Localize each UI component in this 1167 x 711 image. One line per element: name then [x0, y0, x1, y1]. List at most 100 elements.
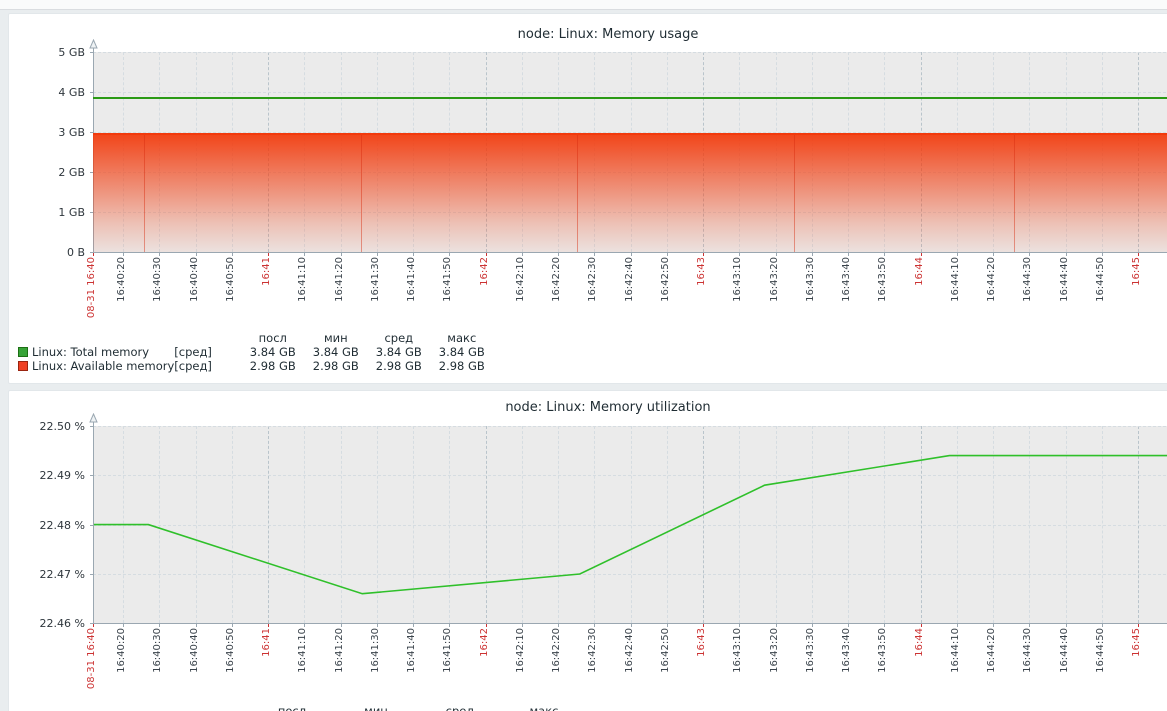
x-axis-tick — [1065, 253, 1067, 256]
series-memory-utilization-line — [94, 454, 1167, 595]
legend-header: макс — [447, 331, 477, 345]
gridline-vertical — [848, 426, 849, 624]
legend-value: 3.84 GB — [312, 345, 359, 359]
x-axis-tick — [376, 253, 378, 256]
x-axis-tick — [884, 624, 886, 628]
gridline-vertical — [1101, 426, 1103, 624]
x-axis-tick — [1101, 624, 1103, 628]
x-axis-tick — [376, 624, 378, 628]
x-axis-tick — [485, 253, 487, 256]
x-axis-tick — [340, 253, 342, 256]
x-axis-tick — [123, 253, 124, 256]
y-axis-tick — [90, 132, 93, 133]
x-axis-tick — [630, 253, 632, 256]
y-axis-label: 22.50 % — [39, 420, 85, 433]
legend-header: сред — [384, 331, 414, 345]
y-axis-tick — [90, 475, 93, 477]
x-axis-tick — [775, 253, 777, 256]
legend-row: Linux: Total memory [сред] 3.84 GB 3.84 GB 3… — [18, 345, 493, 359]
area-seam-line — [144, 134, 145, 252]
legend-series-name: Linux: Available memory — [32, 359, 175, 373]
x-axis-tick — [159, 624, 161, 628]
x-axis-label: 16:42 — [478, 257, 490, 286]
x-axis-tick — [811, 624, 813, 628]
x-axis-label: 16:40:40 — [188, 257, 200, 302]
graph-canvas-memory-usage: 5 GB 4 GB 3 GB 2 GB 1 GB 0 B 08-31 16:40 16:40:… — [9, 14, 1167, 383]
x-axis-tick — [195, 253, 197, 256]
legend-value: 2.98 GB — [375, 359, 422, 373]
y-axis-tick — [90, 212, 93, 213]
x-axis-line — [93, 252, 1167, 253]
gridline-vertical — [304, 426, 306, 624]
y-axis-tick — [90, 524, 93, 526]
series-total-memory-line — [93, 97, 1167, 100]
x-axis-tick — [884, 253, 886, 256]
graph-canvas-memory-utilization: 22.50 % 22.49 % 22.48 % 22.47 % 22.46 % 08-31… — [9, 391, 1167, 711]
x-axis-tick — [195, 624, 197, 628]
plot-area[interactable] — [93, 426, 1167, 624]
gridline-horizontal — [93, 524, 1167, 526]
graph-legend: посл мин сред макс — [18, 704, 586, 711]
area-seam-line — [1014, 134, 1015, 252]
x-axis-tick — [1029, 624, 1031, 628]
gridline-vertical — [775, 426, 777, 624]
x-axis-label: 16:41 — [261, 257, 272, 286]
x-axis-tick — [666, 253, 668, 256]
x-axis-tick — [811, 253, 813, 256]
legend-value: 3.84 GB — [375, 345, 422, 359]
x-axis-label: 16:43:50 — [877, 257, 889, 302]
y-axis-label: 0 B — [66, 246, 85, 259]
x-axis-tick — [1138, 253, 1139, 256]
y-axis-tick — [90, 623, 93, 625]
y-axis-label: 3 GB — [58, 126, 85, 139]
x-axis-label: 16:42:40 — [623, 257, 635, 302]
gridline-horizontal — [93, 475, 1167, 477]
x-axis-tick — [123, 624, 124, 628]
gridline-vertical — [521, 426, 523, 624]
legend-aggregation: [сред] — [174, 345, 212, 359]
x-axis-line — [93, 623, 1167, 625]
x-axis-label: 16:45 — [1131, 257, 1142, 286]
x-axis-tick — [993, 253, 994, 256]
series-available-memory-area — [93, 132, 1167, 252]
legend-table: посл мин сред макс — [18, 704, 586, 711]
y-axis-tick — [90, 426, 93, 427]
legend-value: 3.84 GB — [249, 345, 296, 359]
x-axis-tick — [93, 624, 94, 628]
chart-title-memory-utilization: node: Linux: Memory utilization — [505, 400, 711, 415]
legend-aggregation: [сред] — [174, 359, 212, 373]
x-axis-label: 16:43:20 — [768, 257, 780, 302]
x-axis-label: 16:41:20 — [333, 257, 345, 302]
x-axis-tick — [993, 624, 994, 628]
gridline-horizontal — [93, 573, 1167, 575]
y-axis-line — [93, 422, 94, 624]
x-axis-label: 16:44:30 — [1022, 257, 1034, 302]
chart-title-memory-usage: node: Linux: Memory usage — [517, 27, 699, 42]
x-axis-tick — [93, 253, 94, 256]
gridline-vertical — [376, 426, 378, 624]
x-axis-label: 16:42:50 — [659, 257, 671, 302]
gridline-vertical — [449, 426, 451, 624]
x-axis-tick — [703, 624, 704, 628]
x-axis-tick — [630, 624, 632, 628]
x-axis-tick — [340, 624, 342, 628]
x-axis-label: 16:41:30 — [369, 257, 381, 302]
x-axis-tick — [739, 253, 741, 256]
x-axis-label: 16:44:20 — [986, 257, 997, 302]
x-axis-label: 16:40:30 — [152, 257, 164, 302]
x-axis-tick — [304, 253, 306, 256]
x-axis-tick — [268, 624, 269, 628]
x-axis-tick — [920, 624, 922, 628]
x-axis-label: 16:44:40 — [1058, 257, 1070, 302]
gridline-vertical — [1065, 426, 1067, 624]
legend-header: макс — [529, 704, 559, 711]
y-axis-label: 22.46 % — [39, 617, 85, 631]
x-axis-tick — [956, 253, 958, 256]
x-axis-label: 08-31 16:40 — [86, 257, 97, 319]
x-axis-tick — [848, 624, 849, 628]
x-axis-tick — [666, 624, 668, 628]
gridline-vertical — [811, 426, 813, 624]
legend-value: 2.98 GB — [438, 359, 485, 373]
y-axis-tick — [90, 172, 93, 173]
gridline-vertical — [485, 426, 487, 624]
